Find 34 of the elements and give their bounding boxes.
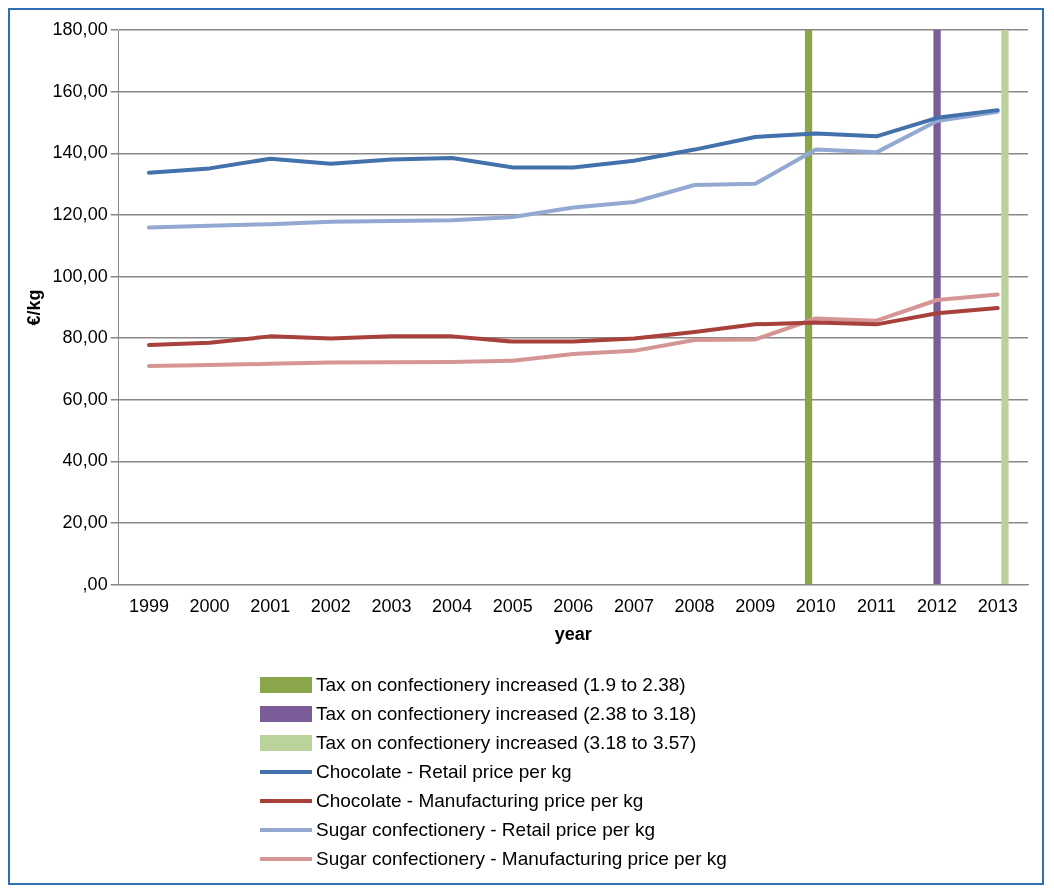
x-tick-label: 2013: [977, 595, 1018, 616]
x-axis-title: year: [554, 624, 592, 645]
x-tick-label: 2006: [553, 595, 594, 616]
x-tick-label: 2012: [917, 595, 958, 616]
x-tick-label: 2008: [674, 595, 715, 616]
x-tick-label: 2011: [857, 595, 896, 616]
x-tick-label: 2004: [432, 595, 473, 616]
y-axis-title: €/kg: [23, 289, 44, 326]
legend-label: Sugar confectionery - Manufacturing price per kg: [316, 847, 727, 871]
y-tick-label: 160,00: [52, 80, 108, 101]
y-tick-label: 20,00: [62, 512, 108, 533]
x-tick-label: 2001: [250, 595, 291, 616]
y-tick-label: 60,00: [62, 388, 108, 409]
legend-label: Tax on confectionery increased (1.9 to 2.38): [316, 673, 686, 697]
legend-label: Tax on confectionery increased (2.38 to 3.18): [316, 702, 697, 726]
y-tick-label: 40,00: [62, 450, 108, 471]
x-tick-label: 2003: [371, 595, 412, 616]
x-tick-label: 2005: [492, 595, 533, 616]
x-tick-label: 2000: [189, 595, 230, 616]
legend-label: Chocolate - Retail price per kg: [316, 760, 572, 784]
y-tick-label: ,00: [82, 573, 108, 594]
y-tick-label: 180,00: [52, 18, 108, 39]
x-tick-label: 1999: [128, 595, 169, 616]
x-tick-label: 2010: [795, 595, 836, 616]
x-tick-label: 2002: [310, 595, 351, 616]
legend-label: Tax on confectionery increased (3.18 to 3.57): [316, 731, 697, 755]
x-tick-label: 2007: [613, 595, 654, 616]
y-tick-label: 140,00: [52, 142, 108, 163]
legend-label: Sugar confectionery - Retail price per kg: [316, 818, 655, 842]
y-tick-label: 100,00: [52, 265, 108, 286]
legend-label: Chocolate - Manufacturing price per kg: [316, 789, 644, 813]
x-tick-label: 2009: [735, 595, 776, 616]
y-tick-label: 120,00: [52, 203, 108, 224]
y-tick-label: 80,00: [62, 327, 108, 348]
